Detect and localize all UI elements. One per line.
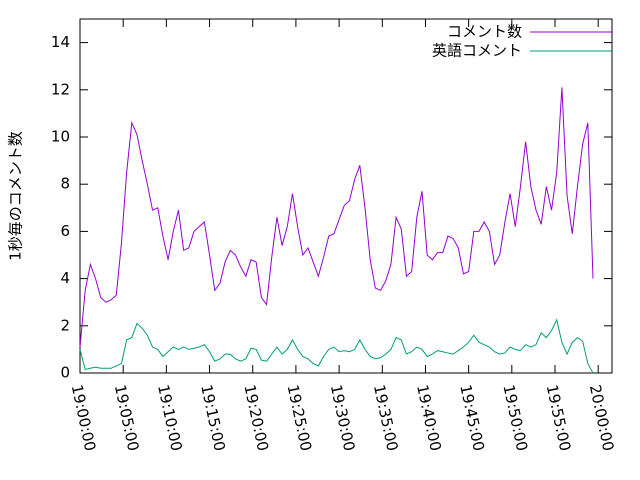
x-tick-label: 19:15:00 — [197, 383, 229, 453]
y-tick-label: 0 — [60, 364, 70, 382]
x-tick-label: 19:25:00 — [284, 383, 316, 453]
y-tick-label: 12 — [51, 80, 70, 98]
y-tick-label: 8 — [60, 175, 70, 193]
x-tick-label: 19:05:00 — [111, 383, 143, 453]
x-tick-label: 19:50:00 — [500, 383, 532, 453]
x-tick-label: 19:35:00 — [370, 383, 402, 453]
x-tick-label: 19:10:00 — [154, 383, 186, 453]
series-line — [79, 318, 594, 374]
y-tick-label: 14 — [51, 33, 70, 51]
x-tick-label: 19:30:00 — [327, 383, 359, 453]
y-tick-label: 2 — [60, 316, 70, 334]
y-axis-label: 1秒毎のコメント数 — [7, 131, 25, 261]
x-tick-label: 19:45:00 — [456, 383, 488, 453]
legend-label: 英語コメント — [432, 42, 522, 60]
x-tick-label: 19:40:00 — [413, 383, 445, 453]
x-tick-label: 19:55:00 — [543, 383, 575, 453]
x-tick-label: 19:20:00 — [240, 383, 272, 453]
y-tick-label: 4 — [60, 269, 70, 287]
y-tick-label: 10 — [51, 128, 70, 146]
series-line — [79, 87, 594, 348]
x-tick-label: 20:00:00 — [586, 383, 618, 453]
x-tick-label: 19:00:00 — [68, 383, 100, 453]
plot-frame — [79, 18, 613, 374]
legend-label: コメント数 — [447, 23, 522, 41]
y-tick-label: 6 — [60, 222, 70, 240]
